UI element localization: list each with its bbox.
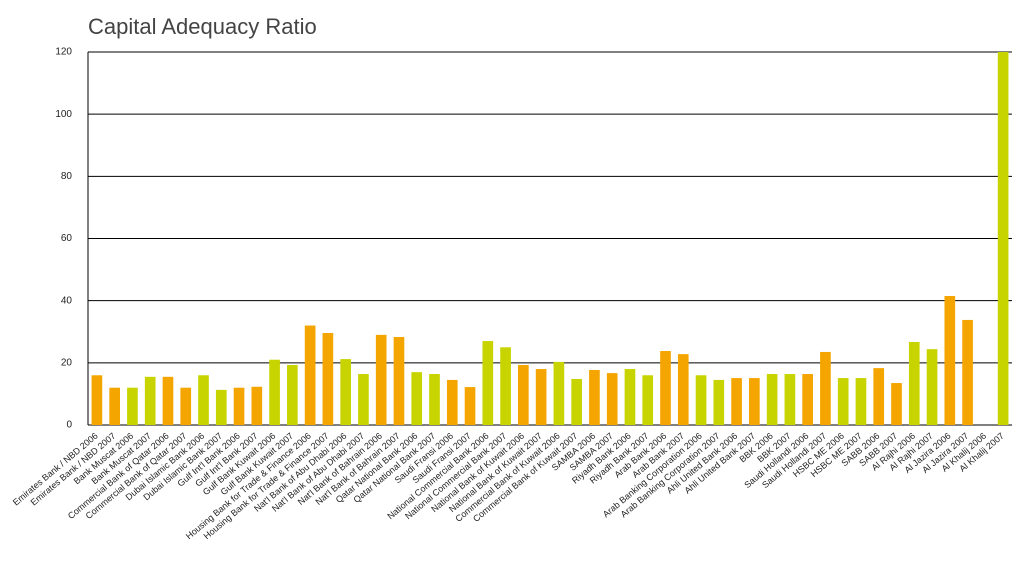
bar [731,378,742,425]
bar [518,365,529,425]
bar [820,351,831,425]
y-tick-label: 20 [61,357,73,368]
bar [944,296,956,425]
bar [855,378,867,425]
bar [660,351,671,425]
bar [642,375,654,425]
y-tick-label: 120 [55,47,72,58]
bar [162,376,174,425]
bar [535,369,547,425]
bar [891,383,902,425]
bar [304,325,316,425]
bar [624,369,636,425]
bar [358,374,369,425]
bar [784,374,796,425]
bar [180,387,192,425]
y-tick-label: 60 [61,233,73,244]
bar [340,359,351,425]
bar [91,375,103,425]
bar [873,368,885,425]
bar [429,374,440,425]
bar [464,387,476,425]
bar [908,342,920,425]
bar [553,361,565,425]
bar [589,369,600,425]
bar [926,349,938,425]
bar [837,378,849,425]
bar [962,319,973,425]
bar [695,375,707,425]
bar [393,337,405,425]
bar [677,354,689,425]
bar [482,341,494,425]
bar [144,376,156,425]
bar [997,52,1009,425]
bar [109,387,120,425]
bar [251,386,263,425]
y-tick-label: 100 [55,109,72,120]
bar [375,334,387,425]
bar [411,372,423,425]
bar [127,387,138,425]
bar [606,373,618,425]
y-tick-label: 40 [61,295,73,306]
bar [766,374,778,425]
bar [749,378,760,425]
bar [198,375,209,425]
y-tick-label: 80 [61,171,73,182]
bar [215,389,227,425]
bar [713,379,725,425]
y-tick-label: 0 [66,420,72,431]
bar [571,378,582,425]
bar [500,347,511,425]
chart-title: Capital Adequacy Ratio [88,14,317,39]
bar [287,365,298,425]
bar [233,387,245,425]
bar [802,374,813,425]
bar [322,332,334,425]
bar [269,359,280,425]
bar [446,379,458,425]
